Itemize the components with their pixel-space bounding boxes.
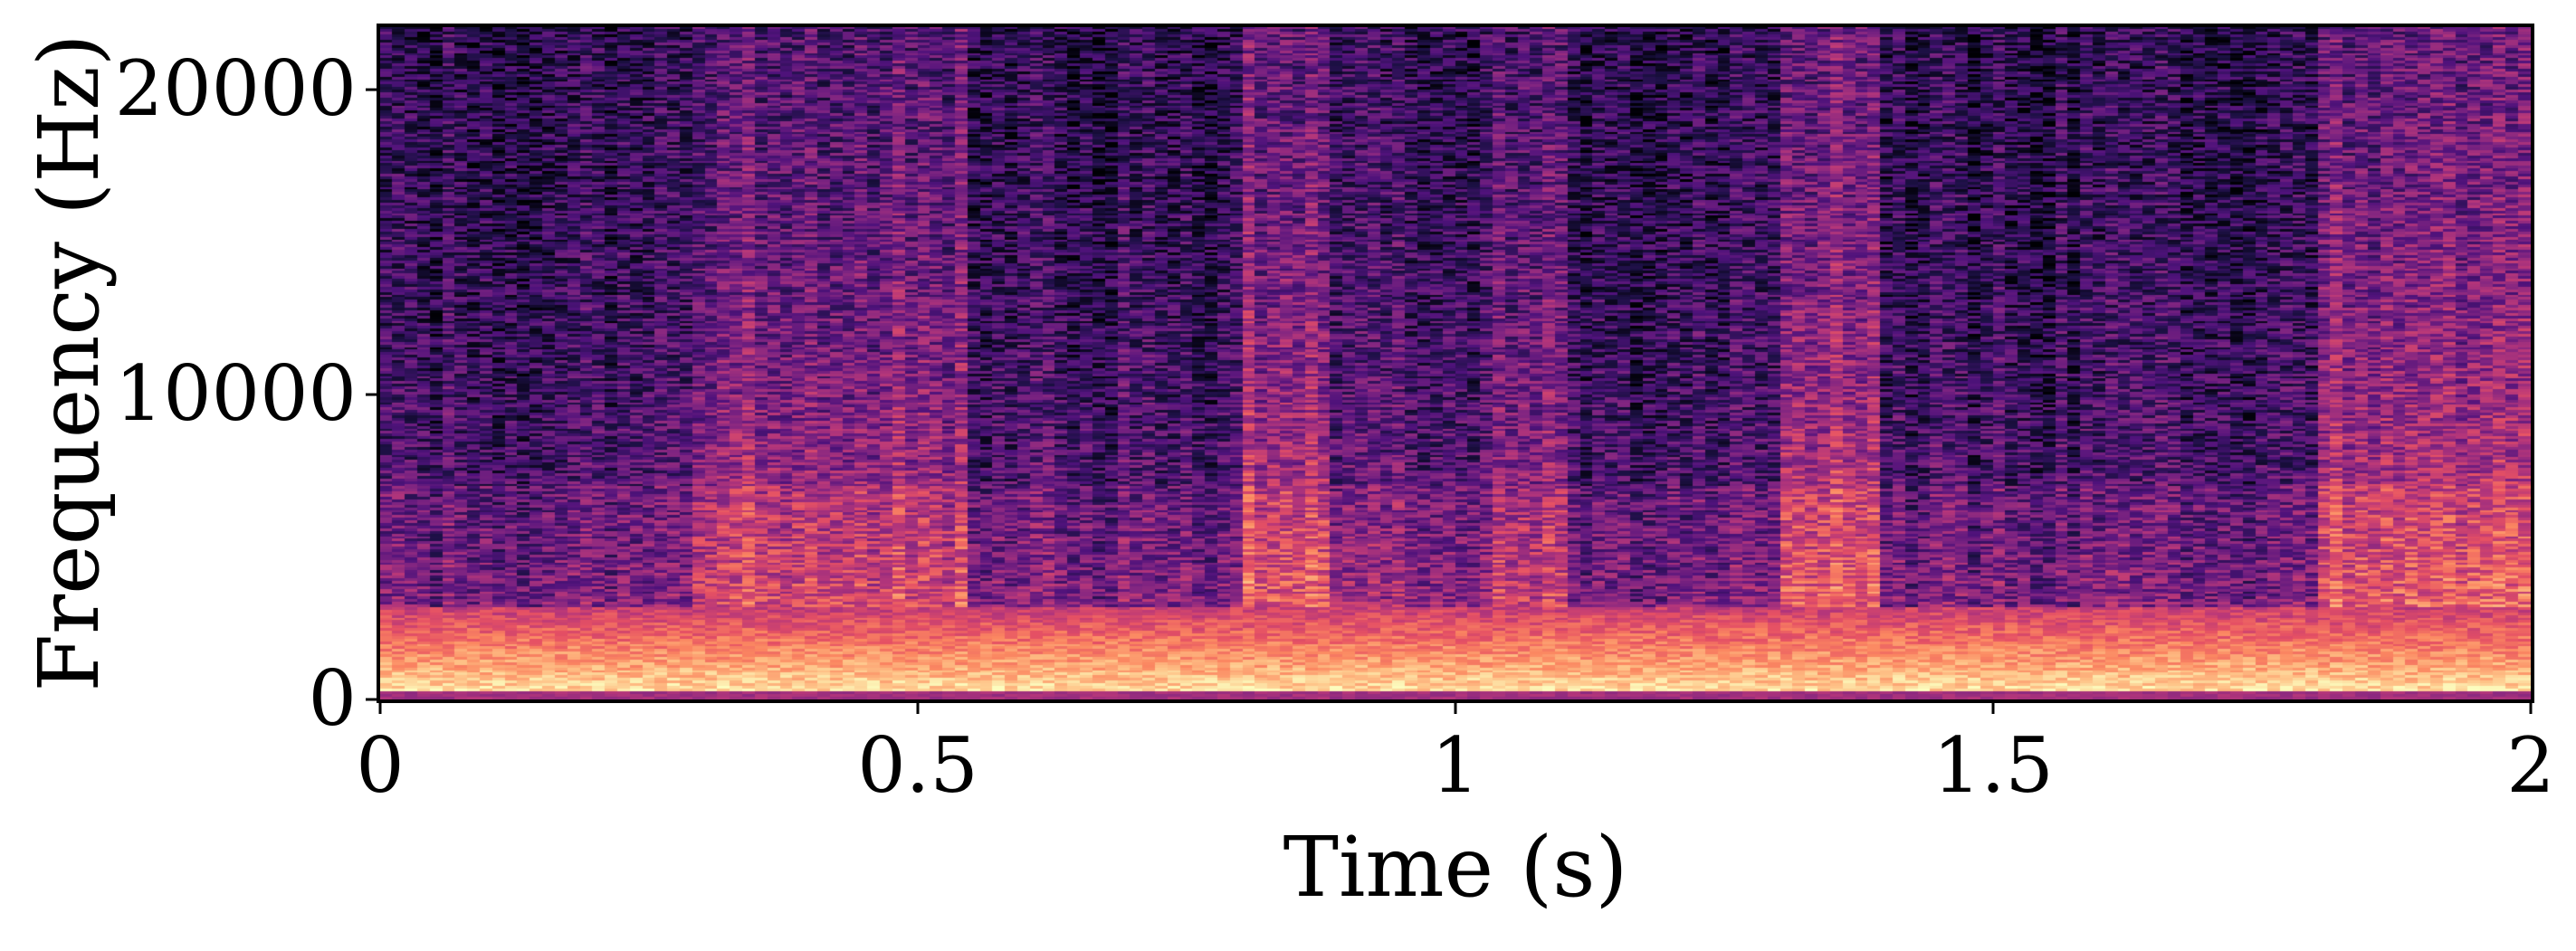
x-tick-label: 0.5 (857, 721, 978, 810)
spectrogram-heatmap (380, 27, 2531, 699)
y-tick-label: 10000 (115, 349, 357, 438)
x-tick-label: 0 (356, 721, 404, 810)
y-tick-label: 20000 (115, 44, 357, 133)
x-tick-label: 1.5 (1932, 721, 2054, 810)
x-tick-label: 2 (2506, 721, 2554, 810)
y-axis-ticks: 0 10000 20000 (115, 44, 378, 743)
x-tick-label: 1 (1431, 721, 1479, 810)
spectrogram-raster (380, 27, 2531, 699)
y-tick-label: 0 (309, 654, 357, 743)
x-axis-title: Time (s) (1283, 819, 1628, 916)
y-axis-title: Frequency (Hz) (21, 33, 118, 691)
x-axis-ticks: 0 0.5 1 1.5 2 (356, 701, 2555, 810)
